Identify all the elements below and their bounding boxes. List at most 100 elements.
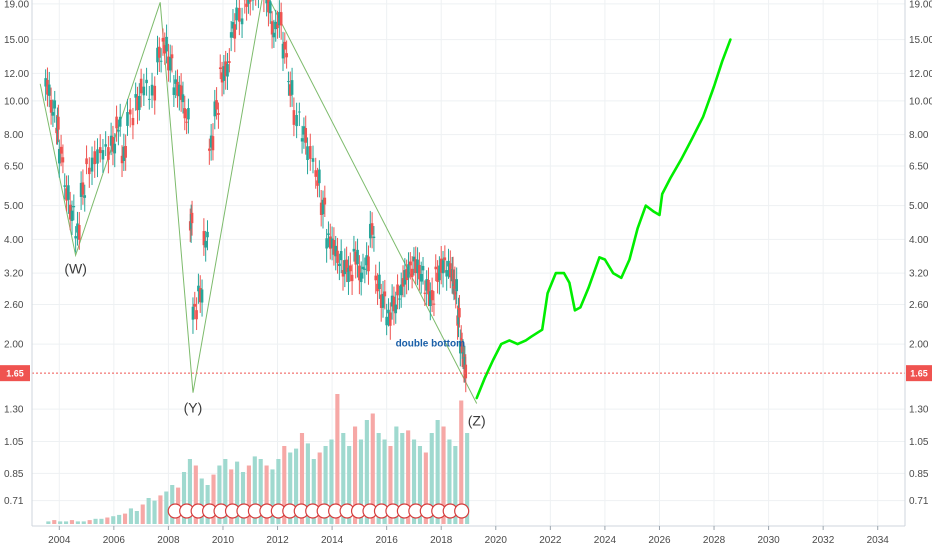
candle-body (165, 37, 168, 52)
volume-bar (88, 520, 92, 524)
candle-body (273, 33, 276, 38)
volume-bar (76, 521, 80, 524)
candle-body (60, 147, 63, 154)
candle-body (191, 213, 194, 223)
volume-bar (147, 498, 151, 524)
candle-body (298, 112, 301, 113)
y-tick-label-left: 6.50 (4, 161, 24, 172)
volume-bar (152, 501, 156, 524)
volume-bar (135, 511, 139, 524)
y-tick-label-right: 0.71 (909, 496, 929, 507)
candle-body (212, 136, 215, 150)
y-tick-label-left: 3.20 (4, 269, 24, 280)
candle-body (104, 144, 107, 146)
candle-body (287, 81, 290, 82)
candle-body (138, 96, 141, 110)
x-tick-label: 2004 (48, 535, 71, 546)
volume-bar (52, 520, 56, 524)
x-tick-label: 2034 (867, 535, 890, 546)
candle-body (271, 21, 274, 34)
candle-body (63, 185, 66, 186)
candle-body (182, 94, 185, 102)
candle-body (374, 276, 377, 281)
y-tick-label-left: 5.00 (4, 201, 24, 212)
candle-body (201, 289, 204, 302)
volume-bar (64, 521, 68, 524)
current-price-label-right: 1.65 (910, 369, 928, 379)
candle-body (385, 317, 388, 325)
candle-body (117, 130, 120, 131)
volume-bar (46, 521, 50, 524)
candle-body (78, 225, 81, 240)
y-tick-label-right: 4.00 (909, 235, 929, 246)
candle-body (82, 182, 85, 194)
candle-body (351, 275, 354, 281)
candle-body (206, 232, 209, 237)
candle-body (389, 312, 392, 325)
candle-body (153, 86, 156, 101)
candle-body (378, 275, 381, 289)
candle-body (394, 305, 397, 314)
volume-bar (111, 516, 115, 524)
candle-body (140, 79, 143, 94)
y-tick-label-right: 8.00 (909, 130, 929, 141)
candle-body (306, 146, 309, 160)
candle-body (126, 112, 129, 126)
candle-body (464, 365, 467, 379)
candle-body (208, 149, 211, 151)
candle-body (241, 18, 244, 24)
candle-body (384, 291, 387, 296)
candle-body (57, 117, 60, 130)
candle-body (71, 211, 74, 221)
y-tick-label-left: 2.60 (4, 300, 24, 311)
candle-body (235, 8, 238, 21)
x-tick-label: 2008 (157, 535, 180, 546)
candle-body (226, 64, 229, 76)
candle-body (442, 260, 445, 273)
candle-body (74, 236, 77, 238)
y-tick-label-left: 0.71 (4, 496, 24, 507)
volume-bar (141, 505, 145, 525)
candle-body (219, 67, 222, 69)
event-markers (168, 504, 468, 518)
volume-bar (105, 518, 109, 525)
y-tick-label-left: 12.00 (4, 69, 29, 80)
y-tick-label-left: 1.05 (4, 437, 24, 448)
x-tick-label: 2018 (430, 535, 453, 546)
x-tick-label: 2020 (485, 535, 508, 546)
candle-body (183, 108, 186, 118)
candle-body (349, 265, 352, 271)
x-tick-label: 2026 (648, 535, 671, 546)
x-tick-label: 2028 (703, 535, 726, 546)
candle-body (340, 251, 343, 260)
current-price-label-left: 1.65 (6, 369, 24, 379)
candle-body (309, 146, 312, 159)
y-tick-label-right: 10.00 (909, 96, 932, 107)
candle-body (119, 117, 122, 127)
candle-body (148, 99, 151, 100)
candle-body (113, 144, 116, 154)
candle-body (371, 223, 374, 235)
candle-body (83, 195, 86, 198)
candle-body (160, 61, 163, 62)
y-tick-label-right: 1.30 (909, 405, 929, 416)
candle-body (73, 206, 76, 207)
candle-body (422, 266, 425, 270)
candle-body (360, 273, 363, 282)
x-tick-label: 2016 (376, 535, 399, 546)
y-tick-label-left: 1.30 (4, 405, 24, 416)
candle-body (62, 157, 65, 162)
candle-body (193, 304, 196, 307)
candle-body (338, 264, 341, 266)
candle-body (409, 262, 412, 266)
candle-body (433, 304, 436, 305)
candle-body (217, 113, 220, 115)
candle-body (52, 112, 55, 116)
volume-bar (99, 519, 103, 524)
candle-body (115, 117, 118, 129)
candle-body (327, 233, 330, 234)
x-tick-label: 2022 (539, 535, 562, 546)
candle-body (132, 118, 135, 125)
